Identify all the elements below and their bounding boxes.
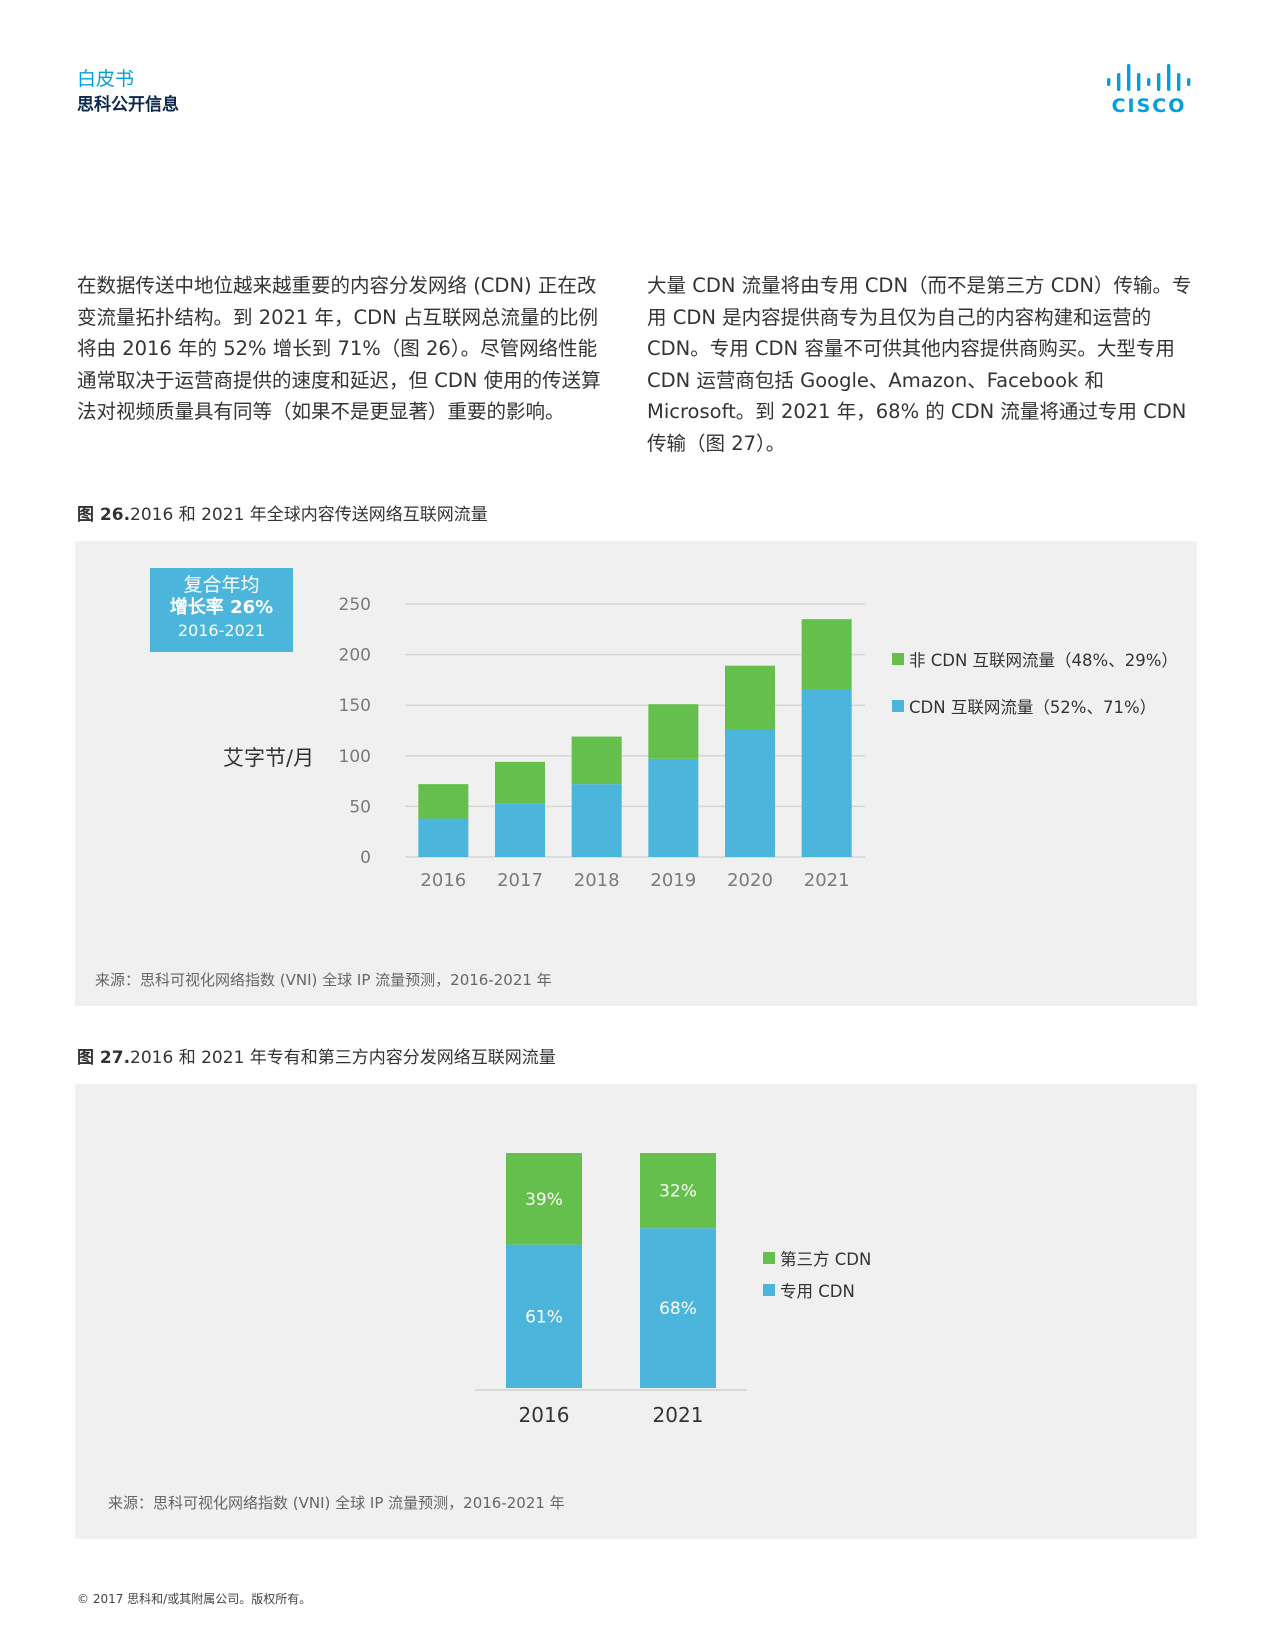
bar-segment-cdn <box>801 689 852 857</box>
data-label: 32% <box>659 1182 697 1202</box>
legend-swatch-green <box>892 653 904 665</box>
legend-item-non-cdn: 非 CDN 互联网流量（48%、29%） <box>892 647 1178 671</box>
x-tick-label: 2016 <box>420 870 466 891</box>
cagr-line2: 增长率 26% <box>169 597 274 618</box>
figure-27-panel: 61% 39% 2016 68% 32% 2021 第三方 CDN 专用 CDN 来源：思… <box>75 1084 1197 1539</box>
bar-segment-non-cdn <box>801 619 852 690</box>
bar-segment-cdn <box>418 818 469 857</box>
data-label: 61% <box>525 1307 563 1327</box>
legend-label-cdn: CDN 互联网流量（52%、71%） <box>909 698 1157 717</box>
cagr-line1: 复合年均 <box>183 574 260 596</box>
legend-item-private-cdn: 专用 CDN <box>763 1278 855 1302</box>
figure-27-source: 来源：思科可视化网络指数 (VNI) 全球 IP 流量预测，2016-2021 … <box>108 1494 565 1512</box>
figure-26-panel: 复合年均 增长率 26% 2016-2021 艾字节/月 0 50 100 150 20… <box>75 541 1197 1006</box>
bar-segment-non-cdn <box>725 665 775 730</box>
legend-swatch-blue <box>763 1284 775 1296</box>
data-label: 68% <box>659 1299 697 1319</box>
y-tick-label: 0 <box>360 848 371 868</box>
bar-segment-non-cdn <box>648 704 699 759</box>
cagr-period: 2016-2021 <box>177 621 266 640</box>
bar-segment-cdn <box>725 729 775 857</box>
svg-text:CISCO: CISCO <box>1112 95 1187 116</box>
y-tick-label: 200 <box>339 646 371 666</box>
bar-segment-third-party-cdn <box>640 1153 716 1229</box>
x-tick-label: 2021 <box>653 1403 704 1427</box>
x-tick-label: 2017 <box>497 870 543 891</box>
bar-segment-non-cdn <box>571 736 622 785</box>
y-tick-label: 50 <box>349 797 371 817</box>
y-axis-label: 艾字节/月 <box>223 746 315 770</box>
body-paragraph-left: 在数据传送中地位越来越重要的内容分发网络 (CDN) 正在改变流量拓扑结构。到 … <box>77 274 601 423</box>
bar-segment-non-cdn <box>495 761 545 804</box>
bar-segment-non-cdn <box>418 784 469 819</box>
figure-27-chart: 61% 39% 2016 68% 32% 2021 <box>475 1153 747 1427</box>
bar-segment-private-cdn <box>640 1228 716 1388</box>
bar-segment-cdn <box>495 803 545 857</box>
x-tick-label: 2021 <box>804 870 850 891</box>
data-label: 39% <box>525 1190 563 1210</box>
x-tick-label: 2018 <box>574 870 620 891</box>
bar-segment-cdn <box>571 784 622 857</box>
x-tick-label: 2019 <box>650 870 696 891</box>
legend-item-cdn: CDN 互联网流量（52%、71%） <box>892 694 1156 718</box>
bar-segment-third-party-cdn <box>506 1153 582 1245</box>
x-tick-label: 2020 <box>727 870 773 891</box>
legend-label-private-cdn: 专用 CDN <box>780 1282 855 1301</box>
y-tick-label: 150 <box>339 696 371 716</box>
body-paragraph-right: 大量 CDN 流量将由专用 CDN（而不是第三方 CDN）传输。专用 CDN 是… <box>647 274 1192 455</box>
figure-26-caption: 图 26.2016 和 2021 年全球内容传送网络互联网流量 <box>77 505 488 525</box>
figure-26-source: 来源：思科可视化网络指数 (VNI) 全球 IP 流量预测，2016-2021 … <box>95 971 552 989</box>
classification-label: 思科公开信息 <box>77 95 179 115</box>
figure-26-chart: 0 50 100 150 200 250 2016 2017 2018 2019 2020 2021 <box>339 595 865 891</box>
legend-label-third-party-cdn: 第三方 CDN <box>780 1250 872 1269</box>
bar-segment-private-cdn <box>506 1244 582 1388</box>
legend-label-non-cdn: 非 CDN 互联网流量（48%、29%） <box>909 651 1178 670</box>
y-tick-label: 250 <box>339 595 371 615</box>
x-tick-label: 2016 <box>519 1403 570 1427</box>
legend-swatch-green <box>763 1252 775 1264</box>
cagr-badge: 复合年均 增长率 26% 2016-2021 <box>150 568 293 652</box>
y-tick-label: 100 <box>339 747 371 767</box>
legend-swatch-blue <box>892 700 904 712</box>
legend-item-third-party-cdn: 第三方 CDN <box>763 1246 871 1270</box>
figure-27-caption: 图 27.2016 和 2021 年专有和第三方内容分发网络互联网流量 <box>77 1048 556 1068</box>
copyright-footer: © 2017 思科和/或其附属公司。版权所有。 <box>77 1592 312 1606</box>
cisco-logo: CISCO <box>1107 64 1191 116</box>
bar-segment-cdn <box>648 758 699 857</box>
document-type: 白皮书 <box>77 68 135 90</box>
